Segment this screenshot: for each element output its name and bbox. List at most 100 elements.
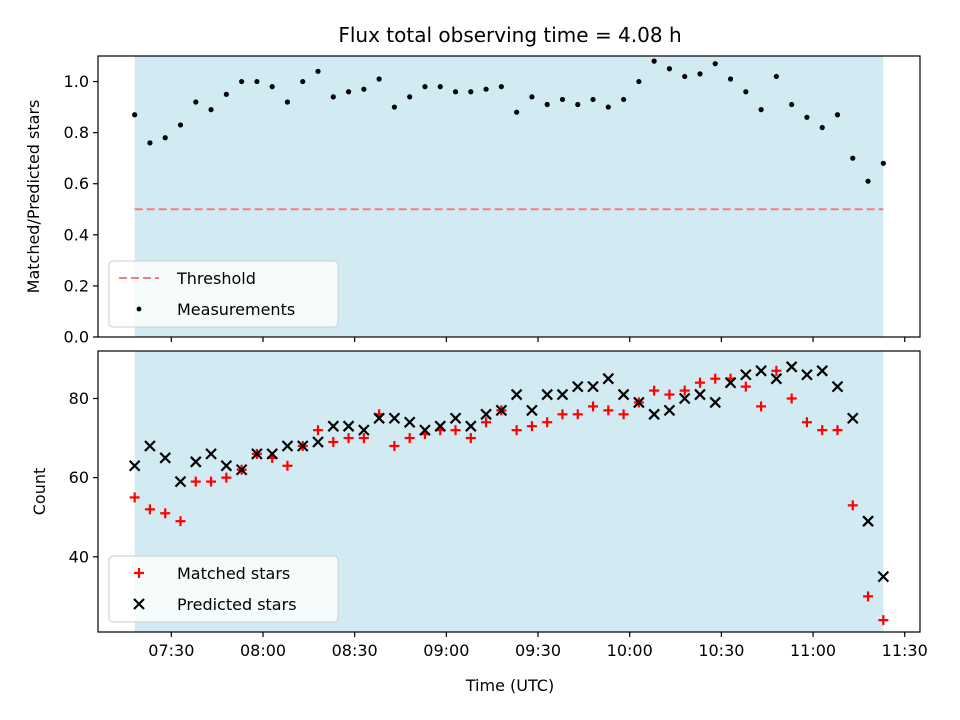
bottom-point-1-46-b xyxy=(831,380,844,393)
bottom-point-0-30 xyxy=(588,401,599,412)
bottom-point-1-35 xyxy=(663,404,676,417)
bottom-point-1-47 xyxy=(846,412,859,425)
bottom-point-1-34-b xyxy=(648,408,660,421)
top-point-0-26 xyxy=(529,94,535,100)
x-axis-label: Time (UTC) xyxy=(465,676,554,695)
top-point-0-1 xyxy=(147,140,153,146)
top-point-0-18 xyxy=(407,94,413,100)
top-point-0-0 xyxy=(132,112,138,118)
bottom-point-1-22-b xyxy=(465,420,477,432)
top-point-0-2 xyxy=(162,135,168,141)
bottom-point-1-16 xyxy=(373,412,385,425)
bottom-point-1-19-b xyxy=(419,424,431,436)
bottom-point-0-12 xyxy=(313,425,324,436)
top-point-0-3 xyxy=(177,122,184,128)
top-point-0-28 xyxy=(559,96,566,103)
bottom-xtick-label-1: 08:00 xyxy=(240,641,286,660)
bottom-point-1-25-b xyxy=(510,388,523,401)
bottom-point-1-29-b xyxy=(571,380,584,393)
bottom-point-0-44 xyxy=(801,417,812,428)
bottom-point-1-40-b xyxy=(740,368,752,381)
bottom-legend-label-1: Predicted stars xyxy=(177,595,297,614)
bottom-point-0-46 xyxy=(832,425,843,436)
bottom-point-1-1-b xyxy=(144,440,156,452)
top-point-0-19 xyxy=(422,84,428,90)
bottom-point-1-28 xyxy=(556,388,569,401)
bottom-panel: 40 60 80 07:30 08:00 08:30 09:00 09:30 10:00 10:3… xyxy=(30,350,928,660)
top-point-0-20 xyxy=(437,84,443,90)
bottom-point-0-41 xyxy=(756,401,767,412)
bottom-point-1-40 xyxy=(740,368,752,381)
top-point-0-13 xyxy=(330,94,336,100)
bottom-point-1-12-b xyxy=(312,436,324,448)
bottom-point-0-2 xyxy=(160,508,171,519)
top-ytick-label-3: 0.6 xyxy=(64,174,89,193)
top-point-0-12 xyxy=(315,68,321,74)
bottom-point-0-0 xyxy=(129,492,140,503)
top-legend: Threshold Measurements xyxy=(108,260,339,328)
bottom-point-1-17-b xyxy=(388,412,401,425)
bottom-point-1-28-b xyxy=(556,388,569,401)
bottom-point-0-4 xyxy=(190,476,201,487)
bottom-point-1-38-b xyxy=(709,396,722,409)
top-point-0-35 xyxy=(666,66,673,72)
bottom-point-0-5 xyxy=(206,476,217,487)
bottom-point-0-13 xyxy=(328,437,339,448)
top-point-0-49 xyxy=(880,160,886,166)
bottom-point-0-23 xyxy=(481,417,492,428)
bottom-point-1-31 xyxy=(602,372,615,385)
bottom-point-0-10 xyxy=(282,460,293,471)
bottom-point-0-26 xyxy=(526,421,537,432)
top-point-0-41 xyxy=(758,107,764,113)
top-panel: 0.0 0.2 0.4 0.6 0.8 1.0 Matched/Predicted star… xyxy=(24,55,921,347)
bottom-point-1-32-b xyxy=(617,388,630,401)
bottom-legend: Matched stars Predicted stars xyxy=(108,555,339,623)
bottom-point-1-22 xyxy=(465,420,477,432)
top-point-0-47 xyxy=(850,155,856,161)
top-ytick-label-5: 1.0 xyxy=(64,72,89,91)
bottom-point-0-40 xyxy=(740,381,751,392)
top-axes-frame xyxy=(97,55,921,338)
chart-title: Flux total observing time = 4.08 h xyxy=(338,23,681,47)
top-point-0-21 xyxy=(452,89,459,95)
bottom-point-1-49-b xyxy=(877,570,890,583)
bottom-xtick-label-3: 09:00 xyxy=(423,641,469,660)
bottom-xtick-label-0: 07:30 xyxy=(148,641,194,660)
bottom-point-1-35-b xyxy=(663,404,676,417)
bottom-point-0-15 xyxy=(358,433,369,444)
bottom-point-1-18 xyxy=(403,416,416,429)
bottom-point-0-42 xyxy=(771,365,782,376)
bottom-point-1-43-b xyxy=(785,361,798,373)
bottom-point-1-8-b xyxy=(251,448,263,460)
bottom-xtick-label-7: 11:00 xyxy=(790,641,836,660)
bottom-point-1-25 xyxy=(510,388,523,401)
bottom-point-0-25 xyxy=(511,425,522,436)
top-ytick-label-0: 0.0 xyxy=(64,328,89,347)
bottom-point-1-46 xyxy=(831,380,844,393)
bottom-point-1-9 xyxy=(266,448,278,460)
bottom-point-0-17 xyxy=(389,440,400,451)
bottom-point-1-2 xyxy=(159,452,172,464)
bottom-point-1-9-b xyxy=(266,448,278,460)
bottom-point-1-14 xyxy=(342,420,355,432)
bottom-point-1-11 xyxy=(296,440,309,452)
bottom-legend-label-0: Matched stars xyxy=(177,564,290,583)
top-point-0-33 xyxy=(636,78,642,85)
top-point-0-10 xyxy=(284,99,291,105)
bottom-point-1-33-b xyxy=(633,396,645,409)
top-point-0-32 xyxy=(620,96,627,103)
bottom-point-0-45 xyxy=(817,425,828,436)
bottom-point-1-7-b xyxy=(235,463,248,476)
top-point-0-40 xyxy=(743,89,749,95)
top-series-measurements xyxy=(132,58,886,184)
bottom-point-1-5 xyxy=(205,448,217,460)
bottom-legend-swatch-1-b xyxy=(133,598,145,610)
bottom-point-1-16-b xyxy=(373,412,385,425)
top-point-0-25 xyxy=(514,109,520,115)
bottom-point-1-32 xyxy=(617,388,630,401)
bottom-xtick-label-2: 08:30 xyxy=(332,641,378,660)
bottom-point-1-19 xyxy=(419,424,431,436)
bottom-point-0-38 xyxy=(710,373,721,384)
